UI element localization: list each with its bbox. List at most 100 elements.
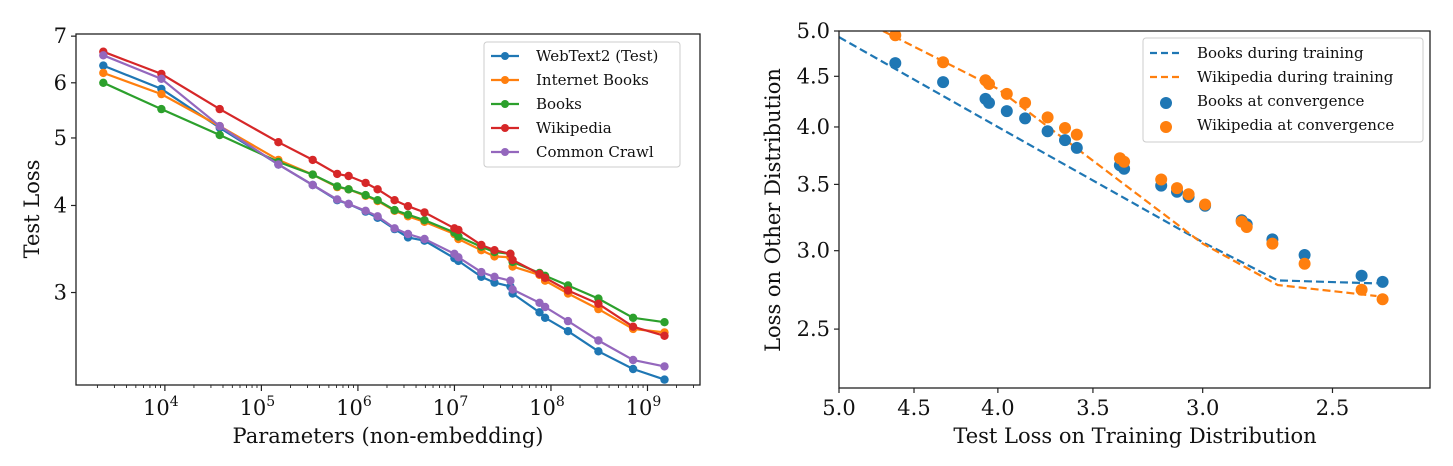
legend-entry: Common Crawl	[491, 143, 654, 161]
data-point	[535, 308, 544, 317]
data-point	[1019, 96, 1032, 109]
data-point	[660, 375, 669, 384]
data-point	[1182, 188, 1195, 201]
data-point	[157, 89, 166, 99]
y-tick-label: 4	[54, 193, 67, 217]
legend-entry: Books	[491, 95, 582, 113]
data-point	[508, 255, 517, 265]
data-point	[403, 202, 413, 211]
right-legend: Books during training Wikipedia during tr…	[1142, 37, 1424, 143]
legend-dot-icon	[1160, 121, 1172, 133]
data-point	[333, 195, 342, 204]
data-point	[373, 196, 382, 205]
data-point	[420, 234, 429, 244]
data-point	[1059, 134, 1071, 147]
data-point	[99, 78, 108, 88]
x-tick-exponent: 4	[170, 394, 179, 410]
left-legend: WebText2 (Test) Internet Books Books Wikipe…	[483, 41, 681, 168]
y-tick-label: 6	[54, 71, 67, 95]
data-point	[99, 51, 108, 60]
data-point	[454, 232, 463, 241]
x-tick-base: 10	[433, 396, 460, 420]
data-point	[1019, 112, 1032, 125]
x-tick-label: 104	[143, 394, 179, 420]
legend-marker-icon	[501, 124, 509, 132]
data-point	[540, 273, 550, 282]
data-point	[1355, 283, 1368, 296]
legend-marker-icon	[501, 76, 509, 84]
data-point	[274, 160, 283, 169]
data-point	[1171, 182, 1183, 195]
right-chart: 2.5 3.0 3.5 4.0 4.5 5.0 5.0 4.5 4.0 3.5 3.0 2.5 Te…	[761, 19, 1431, 448]
data-point	[1118, 155, 1131, 168]
data-point	[1266, 237, 1279, 250]
y-tick-label: 5.0	[797, 19, 830, 43]
right-plot-area	[839, 31, 1389, 306]
data-point	[889, 31, 902, 42]
data-point	[420, 216, 429, 225]
data-point	[1298, 257, 1311, 270]
data-point	[157, 74, 166, 84]
y-tick-label: 7	[54, 24, 67, 48]
data-point	[157, 104, 166, 114]
data-point	[373, 185, 382, 194]
right-x-ticks: 5.0 4.5 4.0 3.5 3.0 2.5	[822, 388, 1349, 420]
data-point	[344, 199, 353, 209]
x-tick-exponent: 6	[363, 394, 372, 410]
data-point	[1059, 122, 1071, 134]
right-y-axis-label: Loss on Other Distribution	[761, 68, 785, 352]
x-tick-exponent: 9	[652, 394, 661, 410]
dashed-line	[882, 31, 1377, 298]
data-point	[508, 285, 517, 294]
series-wikipedia-during-training	[882, 31, 1377, 298]
data-point	[594, 299, 603, 308]
data-point	[1041, 111, 1054, 124]
data-point	[490, 246, 499, 255]
data-point	[563, 286, 573, 295]
data-point	[490, 272, 499, 281]
data-point	[274, 138, 283, 147]
legend-entry: Internet Books	[491, 71, 649, 89]
legend-label: Books	[536, 95, 582, 113]
x-tick-label: 2.5	[1316, 396, 1349, 420]
data-point	[215, 104, 224, 114]
right-axes-frame	[838, 30, 1431, 389]
x-tick-base: 10	[626, 396, 653, 420]
data-point	[454, 225, 463, 235]
legend-marker-icon	[501, 52, 509, 60]
legend-label: Wikipedia	[536, 119, 612, 137]
data-point	[660, 318, 669, 327]
data-point	[628, 322, 638, 331]
x-tick-label: 109	[626, 394, 662, 420]
y-tick-label: 3	[54, 281, 67, 305]
data-point	[403, 229, 413, 239]
data-point	[1355, 269, 1368, 282]
left-axes-frame	[75, 33, 701, 386]
x-tick-base: 10	[529, 396, 556, 420]
legend-entry: Books during training	[1150, 44, 1364, 62]
x-tick-exponent: 7	[459, 394, 468, 410]
data-point	[937, 56, 950, 69]
data-point	[1041, 125, 1054, 138]
legend-entry: WebText2 (Test)	[491, 47, 658, 65]
y-tick-label: 3.5	[797, 172, 830, 196]
left-x-axis-label: Parameters (non-embedding)	[233, 424, 544, 448]
legend-label: WebText2 (Test)	[536, 47, 658, 65]
data-point	[390, 224, 399, 233]
data-point	[540, 302, 550, 312]
data-point	[889, 57, 902, 70]
left-legend-box	[483, 41, 681, 168]
data-point	[373, 212, 382, 221]
legend-entry: Wikipedia during training	[1150, 68, 1394, 86]
data-point	[506, 276, 515, 285]
right-y-ticks: 2.5 3.0 3.5 4.0 4.5 5.0	[797, 19, 839, 341]
dashed-line	[839, 36, 1377, 285]
legend-dot-icon	[1160, 97, 1172, 109]
data-point	[1199, 198, 1212, 211]
data-point	[490, 278, 499, 287]
data-point	[454, 253, 463, 262]
right-legend-box	[1142, 37, 1424, 143]
data-point	[390, 205, 399, 215]
data-point	[660, 331, 669, 340]
